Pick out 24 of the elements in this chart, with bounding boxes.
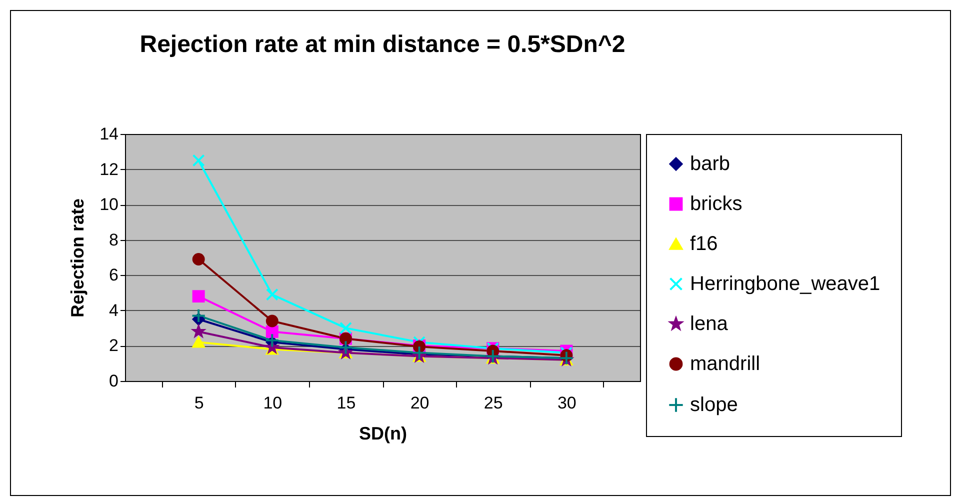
y-tick-label: 6 [109,266,118,285]
y-tick-label: 4 [109,300,118,320]
y-tick-label: 0 [109,372,118,390]
x-tick-label: 30 [557,394,576,412]
y-tick-label: 12 [100,160,118,179]
legend-label: f16 [690,233,718,255]
y-tick-label: 8 [109,230,118,250]
legend-label: Herringbone_weave1 [690,273,880,295]
legend-label: slope [690,394,738,416]
legend-label: bricks [690,193,742,215]
y-tick-label: 14 [100,124,118,144]
x-tick-label: 15 [336,394,356,412]
legend-label: lena [690,313,729,335]
x-tick-label: 20 [410,394,430,412]
y-tick-label: 10 [100,195,118,214]
legend-label: mandrill [690,353,760,375]
y-tick-label: 2 [109,336,118,356]
legend-label: barb [690,153,730,175]
x-axis-title: SD(n) [359,424,407,444]
chart-title: Rejection rate at min distance = 0.5*SDn^2 [140,31,626,58]
x-tick-label: 25 [484,394,503,412]
x-tick-label: 10 [263,394,282,412]
y-axis-title: Rejection rate [68,198,88,318]
x-tick-label: 5 [194,394,204,412]
